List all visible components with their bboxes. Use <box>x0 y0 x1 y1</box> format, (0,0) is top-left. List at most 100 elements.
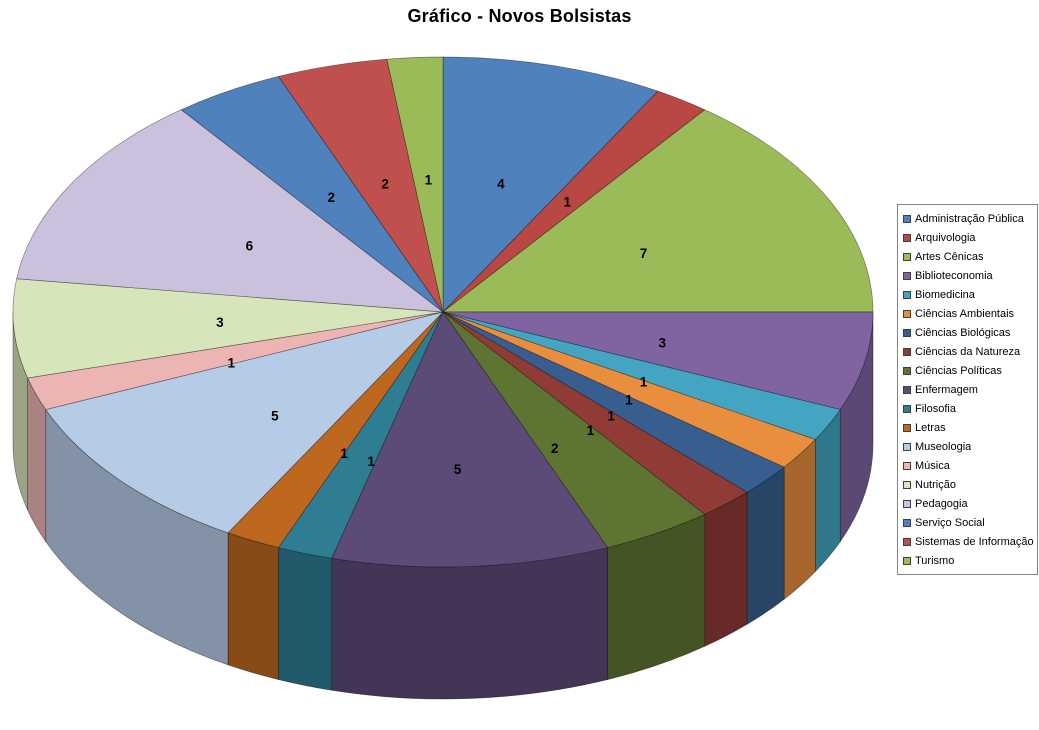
legend-label: Biblioteconomia <box>915 269 993 282</box>
data-label: 1 <box>228 355 236 370</box>
legend-item: Arquivologia <box>900 228 1035 247</box>
legend-label: Enfermagem <box>915 383 978 396</box>
legend-swatch <box>903 556 911 565</box>
pie-slice <box>45 311 445 534</box>
legend-item: Biblioteconomia <box>900 266 1035 285</box>
pie-slice <box>442 56 659 313</box>
pie-slice <box>442 311 748 515</box>
legend-item: Letras <box>900 418 1035 437</box>
legend-item: Ciências Ambientais <box>900 304 1035 323</box>
pie-slice <box>331 311 609 568</box>
data-label: 5 <box>454 462 462 477</box>
legend-swatch <box>903 461 911 470</box>
legend-item: Museologia <box>900 437 1035 456</box>
legend-item: Nutrição <box>900 475 1035 494</box>
legend-item: Pedagogia <box>900 494 1035 513</box>
pie-slice <box>442 311 874 410</box>
legend-item: Ciências da Natureza <box>900 342 1035 361</box>
data-label: 1 <box>625 392 633 407</box>
data-label: 7 <box>640 246 648 261</box>
data-label: 5 <box>271 409 279 424</box>
data-label: 1 <box>607 409 615 424</box>
pie-slice <box>16 109 445 313</box>
data-label: 3 <box>216 315 224 330</box>
legend-label: Arquivologia <box>915 231 976 244</box>
pie-slice <box>442 311 817 468</box>
chart-title: Gráfico - Novos Bolsistas <box>407 6 632 26</box>
legend-swatch <box>903 423 911 432</box>
legend-swatch <box>903 290 911 299</box>
legend-swatch <box>903 252 911 261</box>
pie-slice-wall <box>227 532 279 681</box>
legend-swatch <box>903 537 911 546</box>
data-label: 2 <box>551 441 559 456</box>
pie-slice <box>442 90 706 313</box>
pie-slice <box>386 56 444 313</box>
pie-slice <box>442 311 706 548</box>
data-label: 2 <box>327 190 335 205</box>
legend-label: Museologia <box>915 440 972 453</box>
legend-label: Ciências Políticas <box>915 364 1002 377</box>
legend-item: Ciências Biológicas <box>900 323 1035 342</box>
legend-label: Turismo <box>915 554 955 567</box>
legend-label: Sistemas de Informação <box>915 535 1034 548</box>
legend-label: Letras <box>915 421 946 434</box>
legend-item: Turismo <box>900 551 1035 570</box>
legend-item: Ciências Políticas <box>900 361 1035 380</box>
pie-slice <box>441 109 874 313</box>
legend-swatch <box>903 518 911 527</box>
legend-label: Ciências da Natureza <box>915 345 1021 358</box>
data-label: 1 <box>587 423 595 438</box>
data-label: 1 <box>340 446 348 461</box>
data-label: 1 <box>640 374 648 389</box>
legend-swatch <box>903 385 911 394</box>
data-label: 1 <box>563 194 571 209</box>
legend-item: Enfermagem <box>900 380 1035 399</box>
data-label: 4 <box>497 177 505 192</box>
legend-swatch <box>903 366 911 375</box>
legend-label: Biomedicina <box>915 288 975 301</box>
data-label: 2 <box>381 177 389 192</box>
pie-slice <box>442 311 841 440</box>
legend-label: Ciências Ambientais <box>915 307 1015 320</box>
pie-slice-wall <box>331 547 608 700</box>
pie-slice <box>12 278 444 379</box>
data-label: 1 <box>425 172 433 187</box>
legend: Administração Pública Arquivologia Artes C… <box>897 204 1038 575</box>
pie-slice <box>277 311 444 559</box>
pie-slice <box>277 58 444 313</box>
legend-label: Serviço Social <box>915 516 985 529</box>
data-label: 6 <box>246 238 254 253</box>
pie-slice-wall <box>704 491 748 647</box>
legend-item: Biomedicina <box>900 285 1035 304</box>
legend-item: Administração Pública <box>900 209 1035 228</box>
data-label: 3 <box>659 335 667 350</box>
pie-slice <box>27 311 444 410</box>
legend-swatch <box>903 404 911 413</box>
pie-slice-wall <box>746 466 785 625</box>
pie-slice <box>442 311 785 493</box>
legend-swatch <box>903 499 911 508</box>
legend-label: Filosofia <box>915 402 956 415</box>
legend-label: Pedagogia <box>915 497 968 510</box>
legend-swatch <box>903 480 911 489</box>
data-label: 1 <box>367 454 375 469</box>
legend-label: Ciências Biológicas <box>915 326 1011 339</box>
legend-swatch <box>903 214 911 223</box>
legend-item: Filosofia <box>900 399 1035 418</box>
legend-swatch <box>903 233 911 242</box>
legend-swatch <box>903 347 911 356</box>
legend-swatch <box>903 271 911 280</box>
legend-label: Artes Cênicas <box>915 250 984 263</box>
legend-item: Sistemas de Informação <box>900 532 1035 551</box>
legend-item: Artes Cênicas <box>900 247 1035 266</box>
legend-label: Administração Pública <box>915 212 1024 225</box>
legend-item: Serviço Social <box>900 513 1035 532</box>
legend-item: Música <box>900 456 1035 475</box>
legend-swatch <box>903 309 911 318</box>
legend-label: Nutrição <box>915 478 956 491</box>
pie-slice <box>180 76 444 313</box>
